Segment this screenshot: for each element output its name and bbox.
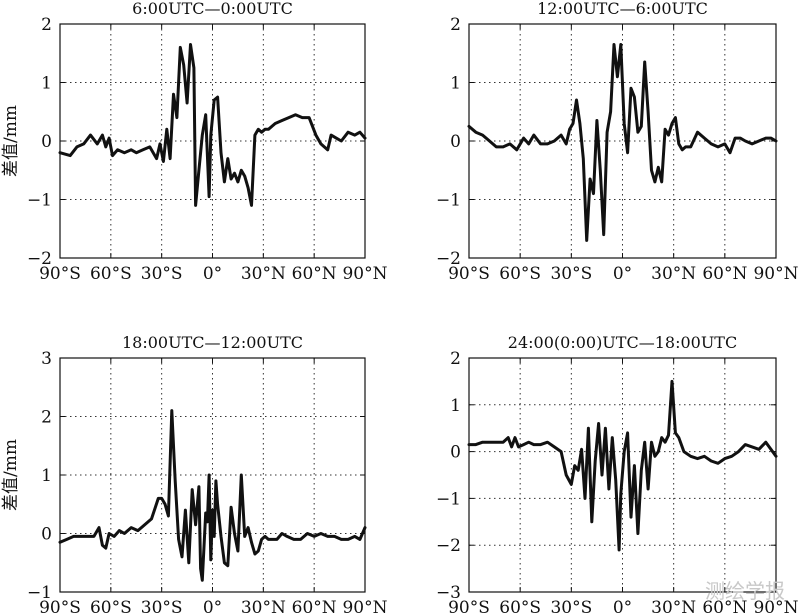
series-line [467,43,778,242]
x-tick-label: 90°S [39,598,81,615]
y-tick-label: −1 [27,583,52,603]
x-tick-label: 30°N [651,598,696,615]
y-tick-label: 0 [41,132,52,152]
y-tick-label: 3 [41,349,52,369]
x-tick-label: 90°S [448,264,490,284]
y-tick-label: 1 [450,396,461,416]
x-tick-label: 60°S [499,598,541,615]
x-tick-label: 60°S [90,598,132,615]
x-tick-label: 60°N [702,264,747,284]
x-tick-label: 90°S [448,598,490,615]
chart-title: 6:00UTC—0:00UTC [132,0,293,18]
x-tick-label: 30°S [550,598,592,615]
y-tick-label: −1 [436,489,461,509]
x-tick-label: 0° [613,598,632,615]
y-tick-label: −2 [27,249,52,269]
y-tick-label: 1 [41,74,52,94]
x-tick-label: 60°S [499,264,541,284]
y-tick-label: 1 [41,466,52,486]
x-tick-label: 0° [203,598,222,615]
x-tick-label: 30°S [141,264,183,284]
x-tick-label: 30°N [651,264,696,284]
y-tick-label: 2 [41,408,52,428]
x-tick-label: 0° [613,264,632,284]
panel-12-6-utc: 90°S 60°S 30°S 0° 30°N 60°N 90°N −2 −1 0 1 2 12:00UT… [436,0,799,284]
chart-title: 24:00(0:00)UTC—18:00UTC [508,333,737,352]
x-tick-label: 90°N [753,598,798,615]
panel-18-12-utc: 90°S 60°S 30°S 0° 30°N 60°N 90°N −1 0 1 2 3 18:00UTC… [1,333,388,615]
x-tick-label: 90°N [753,264,798,284]
x-tick-label: 30°N [241,598,286,615]
x-tick-label: 90°N [342,264,387,284]
x-tick-label: 30°S [550,264,592,284]
y-tick-label: 0 [450,443,461,463]
y-tick-label: −3 [436,583,461,603]
y-tick-label: 1 [450,74,461,94]
x-tick-label: 60°N [702,598,747,615]
x-tick-label: 30°S [141,598,183,615]
y-tick-label: 0 [450,132,461,152]
chart-title: 18:00UTC—12:00UTC [122,333,303,352]
x-tick-label: 60°S [90,264,132,284]
chart-title: 12:00UTC—6:00UTC [537,0,708,18]
series-line [58,43,367,207]
series-line [58,409,367,582]
x-tick-label: 60°N [292,264,337,284]
x-tick-label: 60°N [292,598,337,615]
y-tick-label: 2 [450,15,461,35]
y-tick-label: 0 [41,525,52,545]
watermark-text: 测绘学报 [705,579,785,603]
y-axis-label: 差值/mm [1,105,21,177]
x-tick-label: 90°S [39,264,81,284]
y-tick-label: 2 [450,349,461,369]
y-tick-label: −2 [436,536,461,556]
panel-6-0-utc: 90°S 60°S 30°S 0° 30°N 60°N 90°N −2 −1 0 1 2 6:00UTC… [1,0,388,284]
y-tick-label: −1 [27,191,52,211]
panel-24-18-utc: 90°S 60°S 30°S 0° 30°N 60°N 90°N −3 −2 −1 0 1 2 24:00… [436,333,799,615]
series-line [467,379,778,552]
y-axis-label: 差值/mm [1,439,21,511]
x-tick-label: 90°N [342,598,387,615]
x-tick-label: 0° [203,264,222,284]
y-tick-label: −1 [436,191,461,211]
y-tick-label: −2 [436,249,461,269]
y-tick-label: 2 [41,15,52,35]
x-tick-label: 30°N [241,264,286,284]
